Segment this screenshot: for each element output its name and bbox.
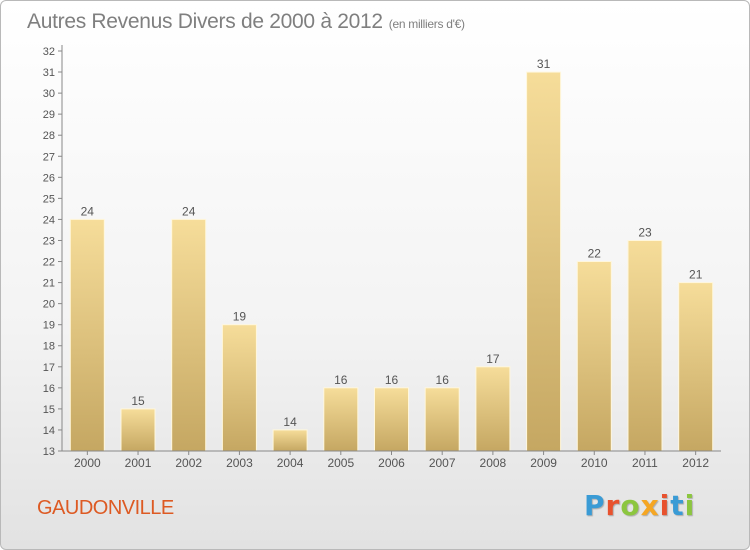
bar — [69, 218, 105, 452]
x-tick-label: 2004 — [277, 456, 304, 470]
bar — [171, 218, 207, 452]
y-tick-label: 18 — [43, 341, 55, 353]
x-tick-label: 2009 — [530, 456, 557, 470]
x-tick-label: 2007 — [429, 456, 456, 470]
bar-value-label: 16 — [436, 373, 450, 387]
y-tick-label: 29 — [43, 109, 55, 121]
bar — [374, 387, 409, 452]
bar — [424, 387, 460, 452]
x-tick-label: 2006 — [378, 456, 405, 470]
y-tick-label: 22 — [43, 257, 55, 269]
bar-value-label: 24 — [182, 204, 196, 218]
logo-letter: P — [584, 489, 606, 522]
logo-letter: t — [670, 489, 685, 522]
y-tick-label: 25 — [43, 193, 55, 205]
bar-value-label: 16 — [385, 373, 399, 387]
bar-value-label: 17 — [486, 352, 500, 366]
bar-value-label: 31 — [537, 57, 551, 71]
y-tick-label: 24 — [43, 214, 55, 226]
bar-value-label: 21 — [689, 268, 703, 282]
y-tick-label: 20 — [43, 299, 55, 311]
y-tick-label: 31 — [43, 67, 55, 79]
bar — [120, 408, 156, 452]
logo-letter: x — [640, 489, 660, 522]
y-tick-label: 27 — [43, 151, 55, 163]
x-tick-label: 2001 — [125, 456, 152, 470]
y-tick-label: 16 — [43, 383, 55, 395]
bar-value-label: 19 — [233, 310, 247, 324]
bar — [627, 240, 663, 452]
chart-title-unit: (en milliers d'€) — [388, 17, 465, 31]
x-tick-label: 2012 — [682, 456, 709, 470]
bar-value-label: 22 — [588, 247, 602, 261]
proxiti-logo: Proxiti — [584, 489, 695, 522]
y-tick-label: 14 — [43, 425, 55, 437]
bar — [576, 261, 612, 452]
x-tick-label: 2010 — [581, 456, 608, 470]
y-tick-label: 26 — [43, 172, 55, 184]
x-tick-label: 2000 — [74, 456, 101, 470]
logo-letter: r — [605, 489, 621, 522]
bar — [678, 282, 714, 452]
bar-value-label: 23 — [638, 226, 652, 240]
chart-title: Autres Revenus Divers de 2000 à 2012 (en … — [27, 10, 465, 34]
commune-name: GAUDONVILLE — [37, 497, 174, 519]
bar — [221, 324, 257, 452]
chart-title-text: Autres Revenus Divers de 2000 à 2012 — [27, 10, 383, 33]
x-tick-label: 2005 — [327, 456, 354, 470]
bar-value-label: 15 — [131, 394, 145, 408]
bar-value-label: 14 — [283, 415, 297, 429]
y-tick-label: 23 — [43, 235, 55, 247]
y-tick-label: 32 — [43, 46, 55, 58]
y-tick-label: 17 — [43, 362, 55, 374]
y-tick-label: 15 — [43, 404, 55, 416]
y-tick-label: 19 — [43, 320, 55, 332]
bar — [323, 387, 359, 452]
y-tick-label: 13 — [43, 446, 55, 458]
x-tick-label: 2003 — [226, 456, 253, 470]
bar — [272, 429, 308, 452]
bar — [526, 71, 562, 452]
y-tick-label: 28 — [43, 130, 55, 142]
x-tick-label: 2011 — [632, 456, 658, 470]
logo-letter: i — [684, 489, 696, 522]
x-tick-label: 2008 — [480, 456, 507, 470]
bar-value-label: 24 — [81, 204, 95, 218]
x-tick-label: 2002 — [175, 456, 202, 470]
bar — [475, 366, 511, 452]
logo-letter: i — [659, 489, 671, 522]
y-tick-label: 30 — [43, 88, 55, 100]
bar-value-label: 16 — [334, 373, 348, 387]
y-tick-label: 21 — [43, 278, 55, 290]
logo-letter: o — [620, 489, 641, 522]
